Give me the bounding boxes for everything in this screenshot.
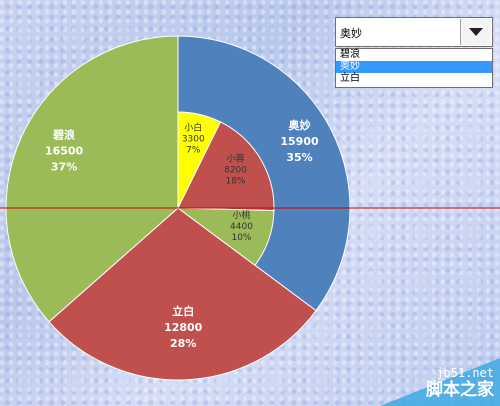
inner-slice-2 xyxy=(176,207,275,266)
brand-dropdown[interactable]: 奥妙 xyxy=(335,17,493,47)
watermark-swoosh xyxy=(380,358,500,406)
outer-slice-1 xyxy=(48,207,317,381)
outer-label-1-line-1: 12800 xyxy=(164,321,203,334)
inner-label-2-line-2: 10% xyxy=(231,233,251,243)
dropdown-option-libai[interactable]: 立白 xyxy=(340,73,360,84)
outer-label-2-line-1: 16500 xyxy=(45,145,84,158)
dropdown-list: 碧浪 奥妙 立白 xyxy=(335,48,493,88)
dropdown-toggle-button[interactable] xyxy=(460,19,491,45)
outer-slice-2 xyxy=(5,35,179,323)
inner-label-0-line-2: 7% xyxy=(186,146,201,156)
outer-label-1-line-2: 28% xyxy=(170,337,196,350)
outer-label-0-line-0: 奥妙 xyxy=(288,118,311,132)
dropdown-option-bilang[interactable]: 碧浪 xyxy=(340,49,360,60)
watermark-name: 脚本之家 xyxy=(426,380,494,400)
inner-label-1-line-0: 小蓉 xyxy=(227,152,245,164)
inner-label-0-line-0: 小白 xyxy=(184,122,202,134)
outer-label-1-line-0: 立白 xyxy=(172,304,194,318)
outer-label-2-line-2: 37% xyxy=(51,161,77,174)
dropdown-option-aomiao[interactable]: 奥妙 xyxy=(336,61,492,73)
outer-label-0-line-2: 35% xyxy=(286,151,312,164)
dropdown-selected-value: 奥妙 xyxy=(340,27,362,40)
inner-label-2-line-1: 4400 xyxy=(230,222,253,232)
inner-label-1-line-1: 8200 xyxy=(224,165,247,175)
inner-label-1-line-2: 18% xyxy=(226,176,246,186)
watermark-site: jb51.net xyxy=(436,366,494,380)
chevron-down-icon xyxy=(469,28,483,36)
outer-label-2-line-0: 碧浪 xyxy=(52,128,75,142)
watermark: jb51.net 脚本之家 xyxy=(360,358,500,406)
inner-label-2-line-0: 小桃 xyxy=(232,209,250,221)
inner-slice-1 xyxy=(177,121,275,212)
inner-label-0-line-1: 3300 xyxy=(182,135,205,145)
outer-label-0-line-1: 15900 xyxy=(280,135,319,148)
